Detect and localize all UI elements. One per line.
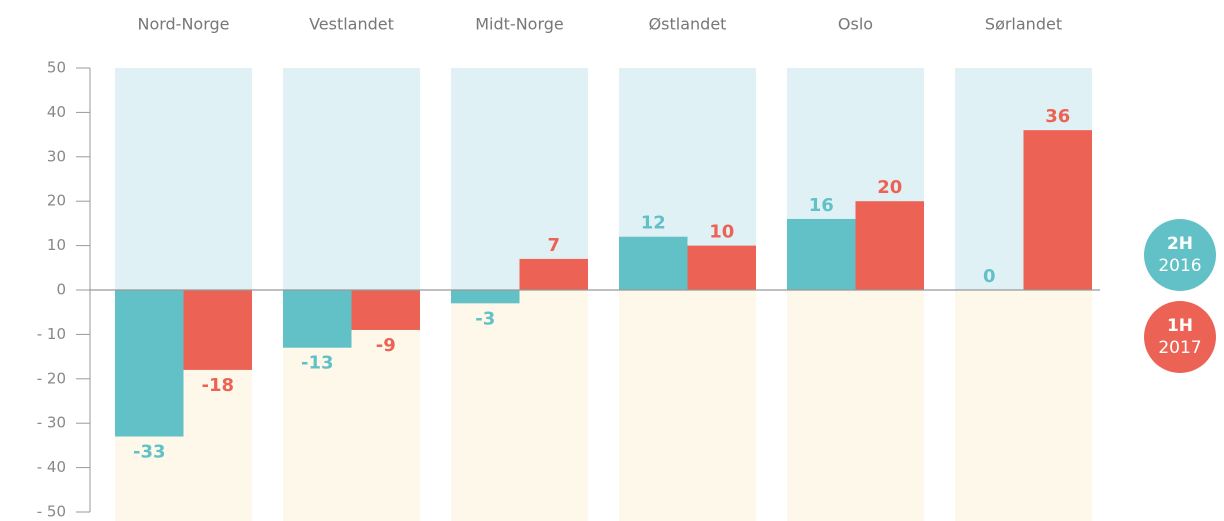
category-label: Oslo (838, 15, 873, 34)
value-label: 10 (709, 222, 734, 243)
y-tick-label: 50 (47, 59, 66, 77)
value-label: -33 (133, 442, 166, 463)
value-label: 12 (641, 213, 666, 234)
panel-negative (451, 290, 588, 521)
y-tick-label: - 20 (37, 369, 66, 387)
value-label: 16 (809, 195, 834, 216)
bar (519, 258, 588, 290)
y-tick-label: - 30 (37, 414, 66, 432)
y-tick-label: 20 (47, 192, 66, 210)
panel-positive (451, 68, 588, 290)
bar (351, 290, 420, 330)
category-label: Vestlandet (309, 15, 394, 34)
value-label: 7 (547, 235, 560, 256)
bar (115, 290, 184, 437)
bar (619, 236, 688, 290)
value-label: -13 (301, 353, 334, 374)
legend-label: 1H 2017 (1158, 316, 1202, 358)
value-label: -3 (475, 308, 495, 329)
value-label: 36 (1045, 106, 1070, 127)
legend-label: 2H 2016 (1158, 234, 1202, 276)
bar (687, 245, 756, 290)
panel-positive (115, 68, 252, 290)
panel-negative (787, 290, 924, 521)
y-tick-label: 30 (47, 147, 66, 165)
y-tick-label: 10 (47, 236, 66, 254)
y-tick-label: 40 (47, 103, 66, 121)
bar (451, 290, 520, 304)
y-tick-label: - 40 (37, 458, 66, 476)
bar (1023, 130, 1092, 290)
bar (283, 290, 352, 348)
value-label: -9 (376, 335, 396, 356)
y-tick-label: - 10 (37, 325, 66, 343)
panel-positive (283, 68, 420, 290)
category-label: Midt-Norge (475, 15, 564, 34)
value-label: -18 (201, 375, 234, 396)
bar (787, 218, 856, 290)
legend-entry: 1H 2017 (1144, 301, 1216, 373)
y-tick-label: - 50 (37, 503, 66, 521)
category-label: Sørlandet (985, 15, 1062, 34)
category-label: Østlandet (649, 15, 727, 34)
bar (855, 201, 924, 290)
value-label: 20 (877, 177, 902, 198)
panel-negative (955, 290, 1092, 521)
bar (183, 290, 252, 370)
panel-negative (619, 290, 756, 521)
legend-entry: 2H 2016 (1144, 219, 1216, 291)
y-tick-label: 0 (56, 281, 66, 299)
category-label: Nord-Norge (137, 15, 229, 34)
value-label: 0 (983, 266, 996, 287)
